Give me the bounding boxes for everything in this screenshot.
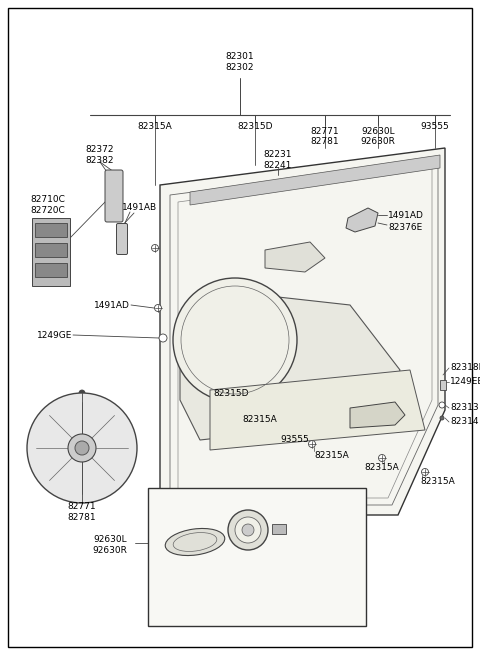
Circle shape xyxy=(309,441,315,447)
Bar xyxy=(35,243,67,257)
Text: 1249EE: 1249EE xyxy=(450,377,480,386)
Text: 82315A: 82315A xyxy=(364,464,399,472)
Circle shape xyxy=(439,402,445,408)
Polygon shape xyxy=(265,242,325,272)
Text: 82318D: 82318D xyxy=(450,364,480,373)
Bar xyxy=(440,380,446,390)
Circle shape xyxy=(68,434,96,462)
Polygon shape xyxy=(180,295,400,440)
Polygon shape xyxy=(350,402,405,428)
Polygon shape xyxy=(210,370,425,450)
Polygon shape xyxy=(160,148,445,515)
Circle shape xyxy=(155,305,161,312)
Text: 82315D: 82315D xyxy=(237,122,273,131)
Text: 93555: 93555 xyxy=(280,436,309,445)
Bar xyxy=(35,223,67,237)
Circle shape xyxy=(228,510,268,550)
Text: 82771
82781: 82771 82781 xyxy=(311,127,339,147)
Text: 82231
82241: 82231 82241 xyxy=(264,150,292,170)
Circle shape xyxy=(152,244,158,252)
Text: 92632R
92632L: 92632R 92632L xyxy=(230,491,265,510)
Circle shape xyxy=(79,390,85,396)
Circle shape xyxy=(237,405,243,411)
Circle shape xyxy=(27,393,137,503)
Circle shape xyxy=(173,278,297,402)
Bar xyxy=(148,488,366,626)
Circle shape xyxy=(208,377,216,383)
Circle shape xyxy=(159,334,167,342)
Bar xyxy=(32,218,70,286)
Text: 82315D: 82315D xyxy=(213,388,249,398)
Circle shape xyxy=(379,455,385,462)
Circle shape xyxy=(275,424,281,432)
Bar xyxy=(272,524,286,534)
Text: 92631L
92631R: 92631L 92631R xyxy=(182,596,217,616)
Text: 92630L
92630R: 92630L 92630R xyxy=(360,127,396,147)
Circle shape xyxy=(75,441,89,455)
FancyBboxPatch shape xyxy=(105,170,123,222)
Circle shape xyxy=(440,416,444,420)
Circle shape xyxy=(242,524,254,536)
Text: 1491AD: 1491AD xyxy=(94,301,130,310)
Text: 1491AD: 1491AD xyxy=(388,210,424,219)
Text: 1249GE: 1249GE xyxy=(36,331,72,339)
Text: 82315A: 82315A xyxy=(242,415,277,424)
Bar xyxy=(35,263,67,277)
Ellipse shape xyxy=(165,529,225,555)
Text: 82315A: 82315A xyxy=(314,451,349,460)
Text: 82301
82302: 82301 82302 xyxy=(226,52,254,71)
Text: 93555: 93555 xyxy=(420,122,449,131)
FancyBboxPatch shape xyxy=(117,223,128,255)
Text: 82313: 82313 xyxy=(450,403,479,413)
Text: 92630L
92630R: 92630L 92630R xyxy=(93,535,127,555)
Text: 1491AB: 1491AB xyxy=(122,204,157,212)
Circle shape xyxy=(421,468,429,476)
Text: 82315A: 82315A xyxy=(420,477,455,487)
Text: 82314: 82314 xyxy=(450,417,479,426)
Text: 82315A: 82315A xyxy=(138,122,172,131)
Text: 82376E: 82376E xyxy=(388,223,422,233)
Text: 82771
82781: 82771 82781 xyxy=(68,502,96,521)
Text: 82372
82382: 82372 82382 xyxy=(86,145,114,164)
Circle shape xyxy=(235,517,261,543)
Polygon shape xyxy=(346,208,378,232)
Polygon shape xyxy=(190,155,440,205)
Text: 82710C
82720C: 82710C 82720C xyxy=(31,195,65,215)
Text: 18643D: 18643D xyxy=(292,531,327,540)
